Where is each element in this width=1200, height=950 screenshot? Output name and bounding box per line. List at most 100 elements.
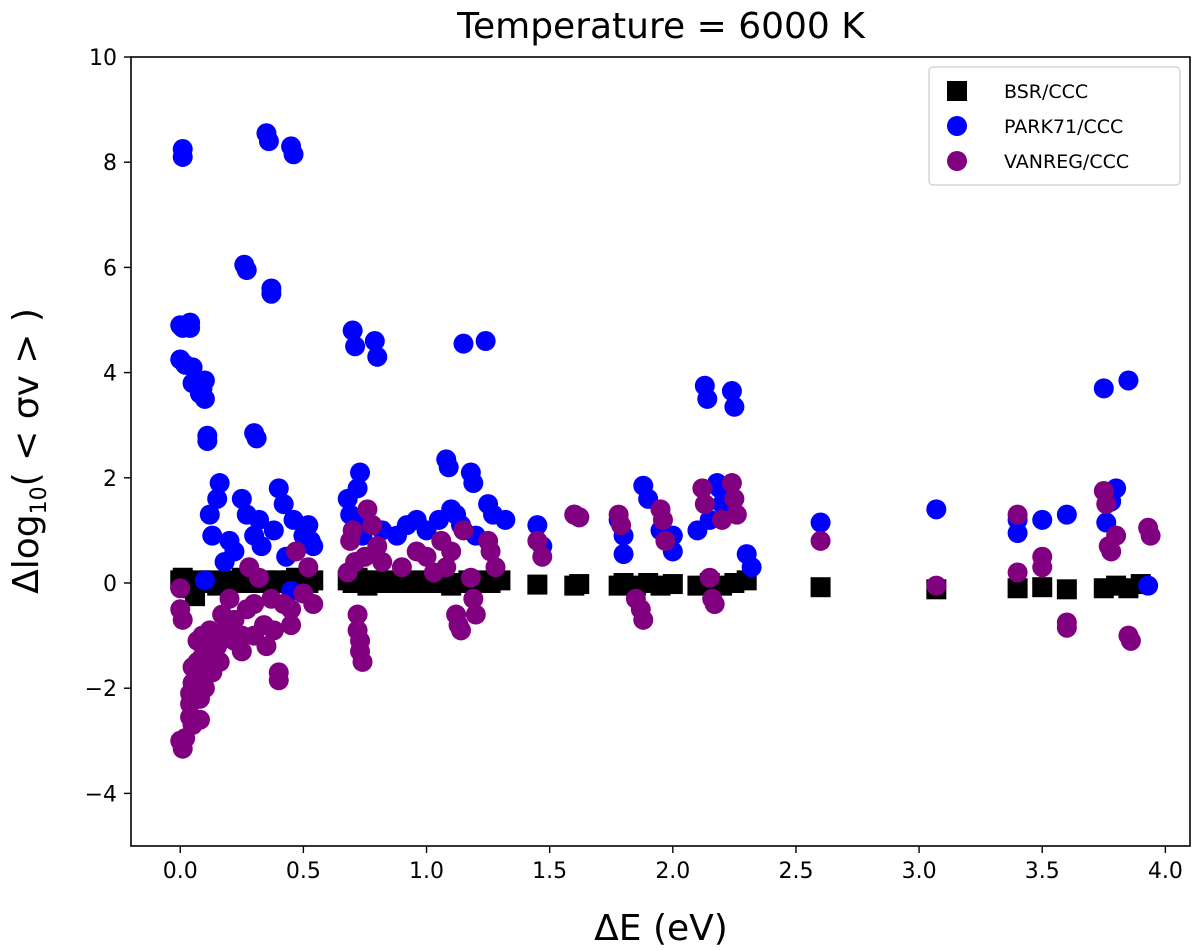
point-park71-ccc [1093, 378, 1114, 399]
x-axis-title: ΔE (eV) [594, 908, 728, 949]
point-park71-ccc [613, 544, 634, 565]
x-tick-label: 0.5 [286, 859, 321, 884]
point-park71-ccc [202, 525, 223, 546]
x-tick-label: 2.5 [778, 859, 813, 884]
legend-marker-park71 [947, 116, 967, 136]
point-park71-ccc [926, 499, 947, 520]
point-vanreg-ccc [194, 678, 215, 699]
y-axis-title-suffix: ( < σv > ) [6, 308, 47, 486]
point-park71-ccc [724, 396, 745, 417]
point-vanreg-ccc [170, 578, 191, 599]
point-vanreg-ccc [263, 620, 284, 641]
point-vanreg-ccc [416, 546, 437, 567]
point-vanreg-ccc [463, 588, 484, 609]
y-tick-label: −4 [85, 782, 117, 807]
point-park71-ccc [263, 520, 284, 541]
svg-text:Δlog10( < σv > ): Δlog10( < σv > ) [6, 308, 52, 594]
point-vanreg-ccc [172, 609, 193, 630]
y-axis-title: Δlog10( < σv > ) [6, 308, 52, 594]
point-vanreg-ccc [465, 604, 486, 625]
point-park71-ccc [697, 388, 718, 409]
point-park71-ccc [283, 144, 304, 165]
plot-area: 0.0 0.5 1.0 1.5 2.0 2.5 3.0 3.5 4.0 −4 −2 0 2 4 6 8 10 [85, 46, 1191, 884]
point-vanreg-ccc [281, 615, 302, 636]
point-vanreg-ccc [219, 588, 240, 609]
point-vanreg-ccc [655, 530, 676, 551]
point-park71-ccc [194, 370, 215, 391]
point-vanreg-ccc [480, 541, 501, 562]
point-vanreg-ccc [362, 515, 383, 536]
point-park71-ccc [194, 570, 215, 591]
point-park71-ccc [298, 515, 319, 536]
point-bsr-ccc [1056, 579, 1077, 600]
point-park71-ccc [182, 357, 203, 378]
y-tick-label: 2 [103, 467, 117, 492]
point-vanreg-ccc [724, 488, 745, 509]
point-park71-ccc [345, 336, 366, 357]
point-vanreg-ccc [1096, 494, 1117, 515]
legend-label-park71: PARK71/CCC [1004, 116, 1123, 138]
point-bsr-ccc [569, 574, 590, 595]
point-park71-ccc [209, 473, 230, 494]
point-vanreg-ccc [199, 620, 220, 641]
point-park71-ccc [1118, 370, 1139, 391]
point-park71-ccc [475, 331, 496, 352]
point-park71-ccc [224, 541, 245, 562]
point-vanreg-ccc [633, 609, 654, 630]
point-vanreg-ccc [249, 567, 270, 588]
x-tick-label: 0.0 [163, 859, 198, 884]
point-bsr-ccc [810, 577, 831, 598]
point-vanreg-ccc [810, 530, 831, 551]
point-vanreg-ccc [1032, 557, 1053, 578]
point-park71-ccc [463, 473, 484, 494]
point-park71-ccc [367, 346, 388, 367]
point-vanreg-ccc [189, 709, 210, 730]
point-vanreg-ccc [1140, 525, 1161, 546]
point-vanreg-ccc [256, 636, 277, 657]
point-park71-ccc [1056, 504, 1077, 525]
point-vanreg-ccc [281, 599, 302, 620]
point-vanreg-ccc [441, 541, 462, 562]
point-park71-ccc [197, 430, 218, 451]
point-bsr-ccc [1032, 577, 1053, 598]
point-park71-ccc [810, 512, 831, 533]
point-park71-ccc [258, 131, 279, 152]
x-tick-label: 2.0 [655, 859, 690, 884]
point-park71-ccc [172, 146, 193, 167]
point-park71-ccc [303, 536, 324, 557]
point-vanreg-ccc [1120, 630, 1141, 651]
point-vanreg-ccc [347, 604, 368, 625]
point-vanreg-ccc [704, 594, 725, 615]
point-park71-ccc [347, 478, 368, 499]
point-park71-ccc [741, 557, 762, 578]
point-vanreg-ccc [692, 478, 713, 499]
legend: BSR/CCC PARK71/CCC VANREG/CCC [928, 66, 1181, 186]
point-vanreg-ccc [532, 546, 553, 567]
legend-label-vanreg: VANREG/CCC [1004, 151, 1129, 173]
point-bsr-ccc [527, 574, 548, 595]
point-park71-ccc [721, 381, 742, 402]
point-vanreg-ccc [342, 520, 363, 541]
y-axis-title-subscript: 10 [27, 486, 52, 514]
point-vanreg-ccc [1007, 504, 1028, 525]
legend-marker-bsr [947, 81, 967, 101]
y-tick-label: 4 [103, 362, 117, 387]
point-park71-ccc [1007, 523, 1028, 544]
point-park71-ccc [495, 509, 516, 530]
x-tick-label: 3.0 [902, 859, 937, 884]
x-tick-label: 1.5 [532, 859, 567, 884]
data-points [170, 123, 1161, 759]
point-vanreg-ccc [357, 499, 378, 520]
legend-frame [928, 66, 1181, 186]
point-vanreg-ccc [527, 530, 548, 551]
point-vanreg-ccc [352, 651, 373, 672]
point-vanreg-ccc [436, 557, 457, 578]
y-tick-label: 8 [103, 151, 117, 176]
point-park71-ccc [453, 333, 474, 354]
y-tick-label: 10 [89, 46, 117, 71]
x-tick-label: 4.0 [1148, 859, 1183, 884]
y-axis-title-prefix: Δlog [6, 514, 47, 594]
y-tick-label: −2 [85, 677, 117, 702]
point-vanreg-ccc [207, 636, 228, 657]
